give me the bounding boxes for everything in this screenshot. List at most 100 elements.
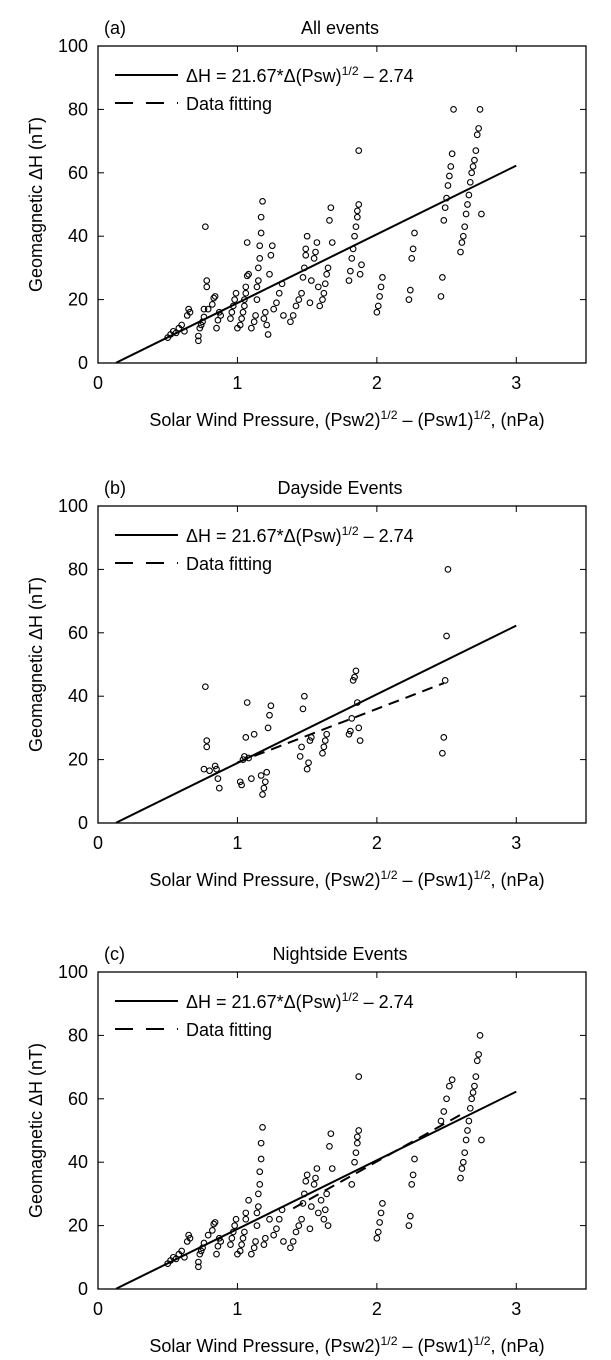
data-point — [466, 178, 474, 186]
data-point — [439, 749, 446, 757]
data-point — [287, 318, 294, 326]
y-tick-label: 60 — [68, 163, 88, 183]
data-point — [303, 765, 311, 773]
data-point — [254, 277, 262, 284]
data-point — [295, 1222, 303, 1229]
data-point — [303, 232, 311, 240]
data-point — [178, 321, 186, 329]
data-point — [250, 1244, 258, 1252]
data-point — [210, 294, 218, 302]
plot-frame — [97, 971, 587, 1290]
data-point — [256, 1168, 264, 1176]
y-tick-label: 0 — [78, 1279, 88, 1299]
data-point — [323, 270, 331, 278]
data-point — [328, 1165, 336, 1172]
y-tick-label: 60 — [68, 1089, 88, 1109]
data-point — [200, 305, 208, 313]
data-point — [355, 1073, 363, 1080]
data-point — [263, 768, 271, 776]
legend: ΔH = 21.67*Δ(Psw)1/2 – 2.74 Data fitting — [115, 64, 414, 114]
data-point — [280, 1238, 287, 1245]
data-point — [411, 1155, 418, 1163]
panel-label: (a) — [104, 18, 126, 38]
data-point — [312, 248, 319, 256]
data-point — [443, 632, 450, 640]
data-point — [266, 1215, 273, 1223]
data-point — [306, 1225, 314, 1233]
data-point — [301, 264, 308, 272]
data-point — [465, 191, 473, 199]
data-point — [202, 223, 209, 231]
plot-frame — [97, 45, 587, 364]
data-point — [257, 229, 265, 237]
data-point — [197, 321, 205, 329]
data-point — [439, 274, 446, 281]
x-tick-label: 1 — [232, 1299, 242, 1319]
x-tick-label: 3 — [511, 373, 521, 393]
data-point — [250, 318, 258, 326]
y-tick-label: 0 — [78, 353, 88, 373]
data-point — [347, 727, 354, 735]
data-point — [462, 1136, 470, 1144]
legend-label: ΔH = 21.67*Δ(Psw)1/2 – 2.74 — [186, 990, 414, 1012]
data-point — [320, 1215, 328, 1223]
data-point — [261, 308, 269, 316]
y-tick-label: 100 — [58, 36, 88, 56]
data-point — [292, 302, 300, 310]
plot-frame — [97, 505, 587, 824]
data-point — [349, 676, 357, 684]
data-point — [444, 182, 452, 189]
data-point — [411, 229, 418, 237]
data-point — [252, 1238, 259, 1245]
legend-label: ΔH = 21.67*Δ(Psw)1/2 – 2.74 — [186, 64, 414, 86]
y-tick-label: 20 — [68, 750, 88, 770]
data-point — [248, 324, 255, 332]
data-point — [280, 312, 287, 319]
data-point — [351, 673, 358, 681]
data-point — [203, 283, 211, 291]
chart-panel-1: 0 1 2 3 0 20 40 60 80 100 (a) All events Solar Wind … — [26, 18, 587, 430]
data-point — [348, 715, 356, 722]
data-point — [355, 724, 363, 732]
data-point — [238, 315, 245, 322]
data-point — [443, 194, 450, 202]
data-point — [195, 332, 202, 340]
data-point — [298, 289, 305, 297]
data-point — [185, 305, 192, 313]
data-point — [313, 239, 321, 246]
data-point — [457, 248, 464, 256]
data-point — [266, 270, 273, 278]
data-point — [376, 1219, 383, 1226]
data-point — [307, 734, 315, 741]
data-point — [319, 749, 326, 757]
data-point — [355, 201, 363, 208]
data-point — [301, 1190, 308, 1198]
data-point — [203, 737, 211, 744]
data-point — [305, 759, 312, 767]
y-tick-label: 60 — [68, 623, 88, 643]
data-point — [408, 1181, 416, 1188]
data-point — [245, 1196, 252, 1204]
legend: ΔH = 21.67*Δ(Psw)1/2 – 2.74 Data fitting — [115, 990, 414, 1040]
x-tick-label: 1 — [232, 373, 242, 393]
data-point — [321, 280, 329, 288]
data-point — [270, 305, 278, 313]
data-point — [241, 1228, 248, 1236]
x-tick-label: 2 — [372, 373, 382, 393]
data-point — [356, 737, 364, 744]
data-point — [241, 753, 248, 760]
data-point — [229, 1228, 237, 1236]
y-tick-label: 100 — [58, 496, 88, 516]
data-point — [327, 204, 335, 212]
data-point — [441, 204, 449, 212]
data-point — [267, 251, 275, 259]
data-point — [253, 1209, 261, 1217]
data-point — [324, 1222, 332, 1229]
data-point — [301, 692, 308, 700]
legend-label: ΔH = 21.67*Δ(Psw)1/2 – 2.74 — [186, 524, 414, 546]
x-tick-label: 2 — [372, 1299, 382, 1319]
data-point — [172, 329, 180, 337]
x-tick-label: 2 — [372, 833, 382, 853]
data-point — [319, 296, 326, 303]
